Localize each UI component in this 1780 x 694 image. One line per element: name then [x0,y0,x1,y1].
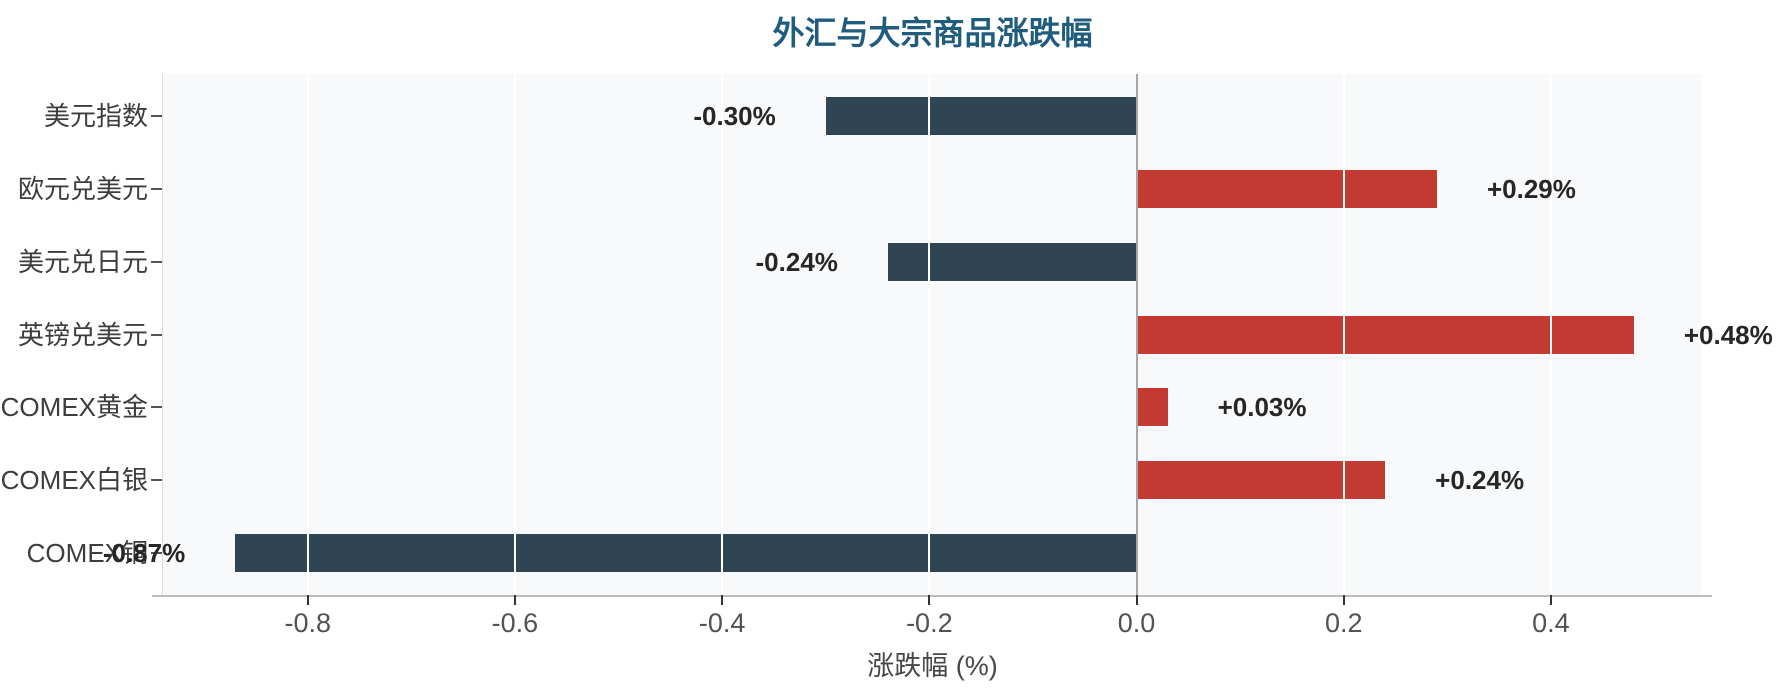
bar-COMEX黄金 [1136,388,1168,427]
value-label: +0.29% [1486,173,1576,204]
bottom-spine [152,595,1712,597]
x-tick-mark [306,595,309,605]
x-axis-label: 涨跌幅 (%) [867,651,998,681]
bar-COMEX白银 [1136,461,1386,500]
bar-美元兑日元 [887,242,1137,281]
category-label: COMEX白银 [0,465,148,496]
zero-axis-line [1135,74,1138,595]
gridline [1549,74,1552,595]
category-label: 欧元兑美元 [17,173,148,204]
gridline [513,74,516,595]
x-tick-mark [1135,595,1138,605]
gridline [306,74,309,595]
bar-欧元兑美元 [1136,169,1437,208]
left-spine [162,74,163,595]
category-label: 英镑兑美元 [17,319,148,350]
category-label: 美元指数 [43,100,148,131]
x-tick-label: 0.0 [1117,608,1156,638]
category-label: 美元兑日元 [17,246,148,277]
value-label: -0.87% [102,538,186,569]
value-label: +0.48% [1683,319,1773,350]
gridline [721,74,724,595]
value-label: +0.24% [1435,465,1525,496]
x-tick-mark [1342,595,1345,605]
y-tick-mark [151,187,162,190]
plot-area: -0.30% +0.29% -0.24% +0.48% +0.03% +0.24% -0.8… [103,74,1773,595]
x-tick-mark [721,595,724,605]
y-tick-mark [151,114,162,117]
y-tick-mark [151,260,162,263]
x-tick-mark [1549,595,1552,605]
y-tick-mark [151,333,162,336]
category-label: COMEX黄金 [0,392,148,423]
value-label: -0.24% [755,246,838,277]
y-tick-mark [151,406,162,409]
x-tick-label: -0.6 [491,608,539,638]
x-tick-mark [928,595,931,605]
bar-美元指数 [825,96,1137,135]
bar-英镑兑美元 [1136,315,1634,354]
y-tick-mark [151,479,162,482]
x-tick-label: 0.4 [1532,608,1570,638]
x-tick-mark [513,595,516,605]
category-label: COMEX铜 [26,538,148,569]
chart-title: 外汇与大宗商品涨跌幅 [772,15,1093,51]
value-label: +0.03% [1217,392,1307,423]
y-tick-mark [151,552,162,555]
gridline [1342,74,1345,595]
x-tick-label: -0.2 [906,608,953,638]
bar-COMEX铜 [235,534,1137,573]
value-label: -0.30% [693,100,776,131]
x-tick-label: -0.4 [698,608,746,638]
x-tick-label: 0.2 [1324,608,1363,638]
x-tick-label: -0.8 [284,608,331,638]
gridline [928,74,931,595]
